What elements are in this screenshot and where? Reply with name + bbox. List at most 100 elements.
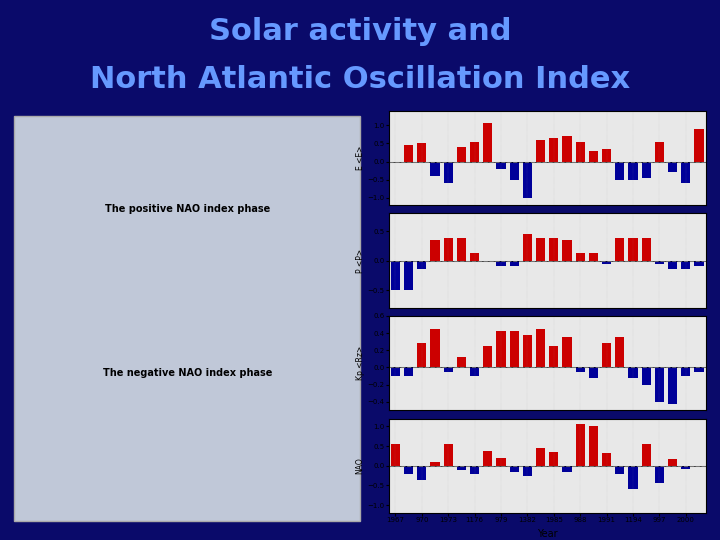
Bar (615, 338, 624, 367)
Bar (615, 465, 624, 474)
Bar (404, 145, 413, 161)
Bar (654, 367, 664, 402)
Bar (391, 444, 400, 465)
X-axis label: Year: Year (537, 529, 557, 539)
Bar (681, 161, 690, 184)
Bar (602, 261, 611, 264)
Bar (470, 465, 480, 474)
Bar (602, 149, 611, 161)
Bar (694, 367, 703, 372)
Bar (615, 161, 624, 180)
Bar (404, 465, 413, 474)
Bar (444, 238, 453, 261)
Bar (629, 161, 638, 180)
Bar (562, 136, 572, 161)
Bar (549, 452, 559, 465)
Bar (523, 161, 532, 198)
Bar (483, 346, 492, 367)
Bar (444, 444, 453, 465)
Bar (562, 338, 572, 367)
Y-axis label: P <P>: P <P> (356, 248, 365, 273)
Bar (681, 465, 690, 469)
Bar (431, 329, 440, 367)
Bar (589, 253, 598, 261)
Bar (575, 367, 585, 372)
Bar (444, 367, 453, 372)
Bar (536, 329, 545, 367)
Bar (549, 138, 559, 161)
Bar (456, 357, 466, 367)
Bar (417, 261, 426, 269)
Bar (681, 261, 690, 269)
Bar (536, 140, 545, 161)
Bar (496, 458, 505, 465)
Bar (536, 238, 545, 261)
Text: The negative NAO index phase: The negative NAO index phase (102, 368, 272, 379)
Bar (483, 451, 492, 465)
Bar (417, 144, 426, 161)
Bar (510, 261, 519, 266)
Bar (668, 367, 678, 403)
Bar (496, 332, 505, 367)
Bar (668, 161, 678, 172)
Bar (417, 465, 426, 480)
Bar (496, 161, 505, 169)
Y-axis label: E <E>: E <E> (356, 146, 365, 170)
Bar (602, 343, 611, 367)
Bar (654, 465, 664, 483)
Bar (642, 367, 651, 384)
Bar (549, 346, 559, 367)
Bar (642, 161, 651, 178)
Bar (470, 367, 480, 376)
Bar (575, 424, 585, 465)
Bar (562, 240, 572, 261)
Bar (694, 261, 703, 266)
Bar (483, 124, 492, 161)
Bar (431, 462, 440, 465)
Bar (391, 367, 400, 376)
Bar (417, 343, 426, 367)
Bar (431, 240, 440, 261)
Bar (391, 261, 400, 290)
Bar (496, 261, 505, 266)
Text: Solar activity and: Solar activity and (209, 17, 511, 45)
Y-axis label: NAO: NAO (356, 457, 365, 474)
Y-axis label: Kp <Rz>: Kp <Rz> (356, 346, 365, 380)
Bar (629, 238, 638, 261)
Bar (510, 161, 519, 180)
Text: North Atlantic Oscillation Index: North Atlantic Oscillation Index (90, 65, 630, 94)
Bar (523, 335, 532, 367)
Bar (668, 261, 678, 269)
Bar (575, 253, 585, 261)
Text: The positive NAO index phase: The positive NAO index phase (104, 204, 270, 214)
Bar (629, 465, 638, 489)
Bar (654, 141, 664, 161)
Bar (470, 253, 480, 261)
Bar (510, 332, 519, 367)
Bar (615, 238, 624, 261)
Bar (404, 367, 413, 376)
Bar (523, 465, 532, 476)
Bar (456, 238, 466, 261)
Bar (431, 161, 440, 176)
Bar (470, 141, 480, 161)
Bar (629, 367, 638, 378)
Bar (642, 238, 651, 261)
Bar (404, 261, 413, 290)
Bar (575, 141, 585, 161)
Bar (589, 151, 598, 161)
Bar (549, 238, 559, 261)
Bar (510, 465, 519, 471)
Bar (456, 465, 466, 470)
Bar (642, 444, 651, 465)
Bar (681, 367, 690, 376)
Bar (654, 261, 664, 264)
Bar (536, 448, 545, 465)
FancyBboxPatch shape (14, 117, 360, 521)
Bar (694, 129, 703, 161)
Bar (589, 427, 598, 465)
Bar (602, 453, 611, 465)
Bar (444, 161, 453, 184)
Bar (668, 458, 678, 465)
Bar (562, 465, 572, 471)
